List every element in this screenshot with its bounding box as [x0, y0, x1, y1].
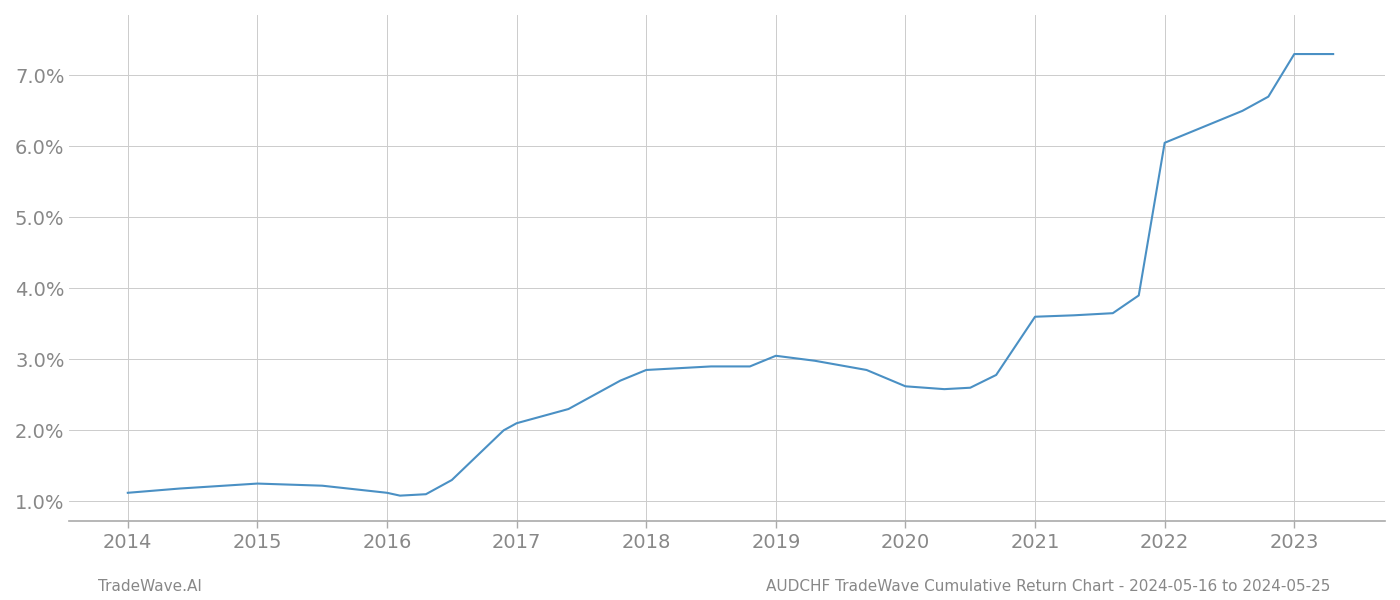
Text: AUDCHF TradeWave Cumulative Return Chart - 2024-05-16 to 2024-05-25: AUDCHF TradeWave Cumulative Return Chart… — [766, 579, 1330, 594]
Text: TradeWave.AI: TradeWave.AI — [98, 579, 202, 594]
